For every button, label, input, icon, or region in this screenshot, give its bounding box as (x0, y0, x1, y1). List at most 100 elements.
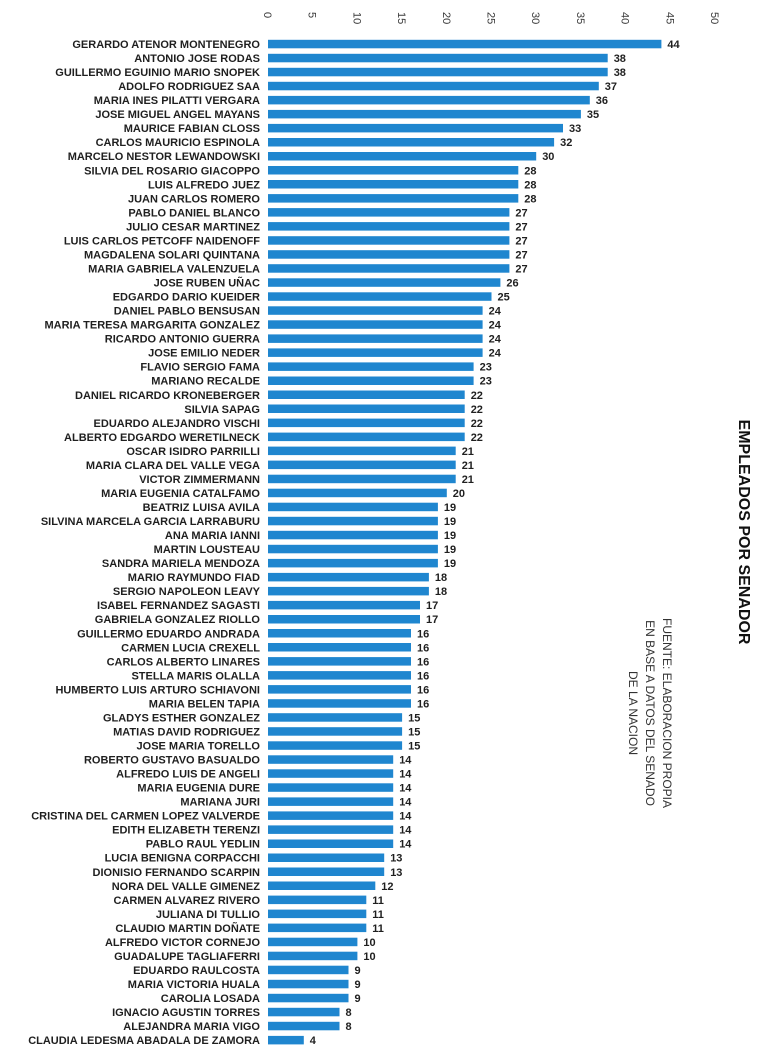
bar (268, 755, 394, 764)
value-label: 24 (489, 320, 502, 332)
x-tick-label: 50 (708, 12, 720, 24)
bar (268, 881, 376, 890)
category-label: GUADALUPE TAGLIAFERRI (114, 951, 260, 963)
bar (268, 39, 662, 49)
bar (268, 138, 555, 147)
category-label: DIONISIO FERNANDO SCARPIN (93, 867, 261, 879)
category-label: CLAUDIO MARTIN DOÑATE (115, 922, 260, 935)
bar (268, 264, 510, 273)
value-label: 22 (471, 418, 483, 430)
bar (268, 727, 403, 736)
value-label: 26 (506, 278, 518, 290)
value-label: 21 (462, 460, 474, 472)
category-label: MARCELO NESTOR LEWANDOWSKI (68, 151, 260, 163)
value-label: 17 (426, 600, 438, 612)
value-label: 30 (542, 151, 554, 163)
category-label: MARIA GABRIELA VALENZUELA (88, 264, 260, 276)
category-label: MARIA CLARA DEL VALLE VEGA (86, 460, 260, 472)
bar (268, 797, 394, 806)
category-label: PABLO DANIEL BLANCO (128, 207, 260, 219)
category-label: FLAVIO SERGIO FAMA (140, 362, 260, 374)
category-label: JOSE MARIA TORELLO (137, 741, 261, 753)
chart-title: EMPLEADOS POR SENADOR (735, 420, 752, 645)
value-label: 24 (489, 348, 502, 360)
value-label: 18 (435, 586, 447, 598)
value-label: 11 (372, 909, 384, 921)
value-label: 28 (524, 179, 536, 191)
category-label: HUMBERTO LUIS ARTURO SCHIAVONI (55, 684, 260, 696)
bar (268, 1035, 304, 1045)
category-label: IGNACIO AGUSTIN TORRES (112, 1007, 260, 1019)
category-label: ROBERTO GUSTAVO BASUALDO (84, 755, 260, 767)
category-label: VICTOR ZIMMERMANN (139, 474, 260, 486)
bar (268, 951, 358, 961)
bar (268, 853, 385, 862)
x-tick-label: 30 (529, 12, 541, 24)
bar (268, 923, 367, 933)
category-label: ISABEL FERNANDEZ SAGASTI (97, 600, 260, 612)
category-label: GERARDO ATENOR MONTENEGRO (72, 39, 260, 51)
category-label: CARLOS MAURICIO ESPINOLA (96, 137, 260, 149)
bar (268, 194, 519, 203)
x-tick-label: 35 (574, 12, 586, 24)
category-label: ALEJANDRA MARIA VIGO (123, 1021, 260, 1033)
bar (268, 839, 394, 848)
bar (268, 180, 519, 189)
value-label: 17 (426, 614, 438, 626)
value-label: 22 (471, 390, 483, 402)
category-label: CARLOS ALBERTO LINARES (107, 656, 260, 668)
bar (268, 95, 590, 105)
value-label: 14 (399, 839, 412, 851)
category-label: ANTONIO JOSE RODAS (134, 53, 260, 65)
value-label: 25 (498, 292, 510, 304)
bar (268, 502, 438, 512)
category-label: MAGDALENA SOLARI QUINTANA (84, 249, 260, 261)
category-label: MARIA VICTORIA HUALA (128, 979, 260, 991)
category-label: JOSE EMILIO NEDER (148, 348, 260, 360)
value-label: 27 (515, 249, 527, 261)
category-label: GABRIELA GONZALEZ RIOLLO (95, 614, 261, 626)
bar (268, 965, 349, 975)
value-label: 14 (399, 769, 412, 781)
bar (268, 53, 608, 63)
category-label: ANA MARIA IANNI (165, 530, 260, 542)
bar (268, 629, 411, 638)
value-label: 19 (444, 558, 456, 570)
source-line-2: EN BASE A DATOS DEL SENADO (643, 620, 657, 806)
bar (268, 600, 420, 610)
bar (268, 81, 599, 91)
bar (268, 278, 501, 287)
value-label: 21 (462, 474, 474, 486)
bar (268, 558, 438, 568)
value-label: 27 (515, 264, 527, 276)
category-label: LUIS CARLOS PETCOFF NAIDENOFF (64, 235, 260, 247)
x-axis-ticks: 0 5 10 15 20 25 30 35 40 45 50 (261, 12, 720, 24)
bar (268, 979, 349, 989)
category-label: MARIANA JURI (180, 797, 260, 809)
x-tick-label: 25 (485, 12, 497, 24)
source-note: FUENTE: ELABORACION PROPIA EN BASE A DAT… (626, 618, 674, 808)
value-label: 9 (355, 965, 361, 977)
category-label: MARIA TERESA MARGARITA GONZALEZ (44, 320, 260, 332)
category-label: CAROLIA LOSADA (161, 993, 260, 1005)
value-label: 11 (372, 923, 384, 935)
value-label: 19 (444, 530, 456, 542)
category-label: GUILLERMO EGUINIO MARIO SNOPEK (55, 67, 260, 79)
x-tick-label: 40 (619, 12, 631, 24)
x-tick-label: 20 (440, 12, 452, 24)
value-label: 16 (417, 698, 429, 710)
value-label: 9 (355, 993, 361, 1005)
bar (268, 390, 465, 399)
bar (268, 362, 474, 371)
category-label: JOSE RUBEN UÑAC (154, 277, 260, 290)
bar (268, 699, 411, 708)
bar (268, 572, 429, 582)
bar (268, 432, 465, 442)
category-label: CARMEN LUCIA CREXELL (121, 642, 260, 654)
value-label: 18 (435, 572, 447, 584)
value-label: 24 (489, 334, 502, 346)
bar (268, 418, 465, 428)
bar (268, 334, 483, 343)
value-label: 38 (614, 67, 626, 79)
bar (268, 67, 608, 77)
